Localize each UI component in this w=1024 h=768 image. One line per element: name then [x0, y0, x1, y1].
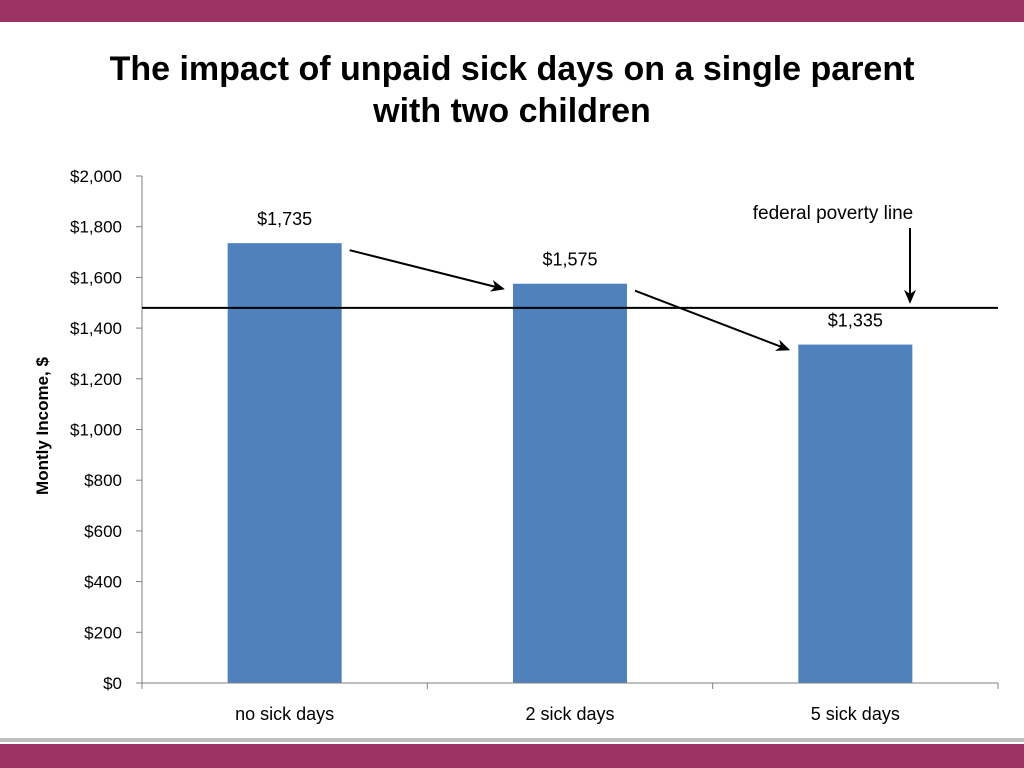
trend-arrow — [634, 289, 791, 351]
y-tick-label: $2,000 — [70, 167, 122, 186]
bars — [227, 243, 913, 684]
bar — [227, 243, 342, 684]
x-tick-label: 2 sick days — [525, 704, 614, 724]
y-tick-label: $400 — [84, 573, 122, 592]
bottom-divider — [0, 738, 1024, 742]
y-tick-label: $200 — [84, 623, 122, 642]
y-tick-label: $600 — [84, 522, 122, 541]
x-axis: no sick days 2 sick days 5 sick days — [141, 682, 999, 724]
y-tick-label: $1,000 — [70, 421, 122, 440]
trend-arrow — [349, 249, 505, 292]
data-label: $1,335 — [828, 311, 883, 331]
y-tick-label: $1,200 — [70, 370, 122, 389]
y-tick-label: $800 — [84, 471, 122, 490]
y-tick-label: $0 — [103, 674, 122, 693]
bottom-band — [0, 744, 1024, 768]
chart-title: The impact of unpaid sick days on a sing… — [109, 50, 915, 130]
y-axis: $0 $200 $400 $600 $800 $1,000 $1,200 $1,400 $1,6… — [70, 167, 143, 693]
poverty-line-group: federal poverty line — [142, 203, 998, 309]
data-label: $1,575 — [542, 250, 597, 270]
y-tick-label: $1,400 — [70, 319, 122, 338]
x-tick-label: no sick days — [235, 704, 334, 724]
y-tick-label: $1,600 — [70, 268, 122, 287]
x-tick-label: 5 sick days — [811, 704, 900, 724]
bar — [513, 283, 627, 683]
data-label: $1,735 — [257, 209, 312, 229]
y-tick-label: $1,800 — [70, 218, 122, 237]
trend-arrows — [349, 249, 791, 351]
bar — [798, 344, 913, 683]
poverty-line-label: federal poverty line — [753, 203, 914, 224]
top-band — [0, 0, 1024, 22]
data-labels: $1,735 $1,575 $1,335 — [257, 209, 883, 330]
